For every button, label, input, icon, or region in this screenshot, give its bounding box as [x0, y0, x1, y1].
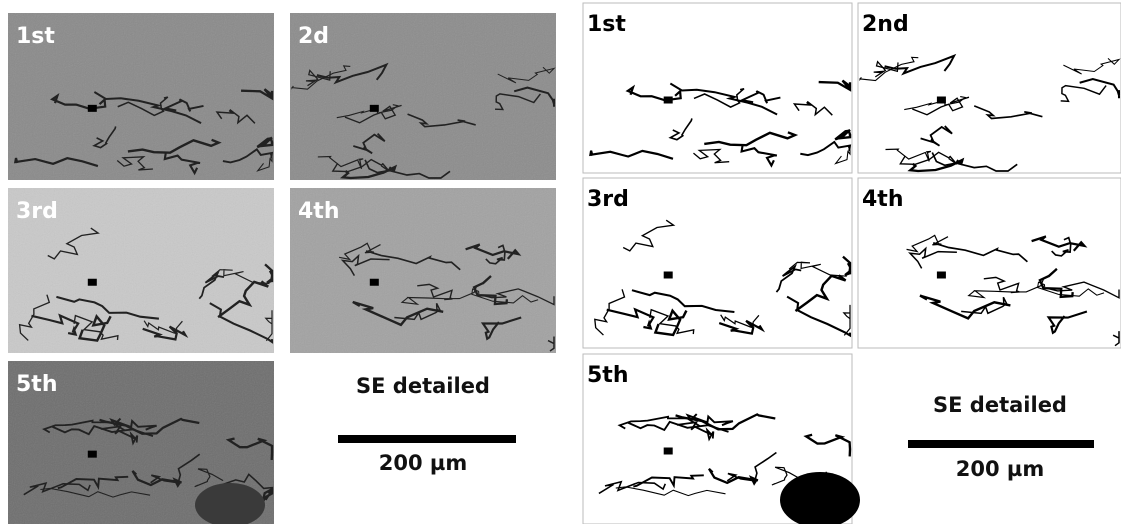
- grayscale-panels: 1st 2d 3rd 4th 5th: [8, 13, 556, 524]
- marker: [370, 279, 379, 286]
- scale-bar: [338, 435, 516, 443]
- marker: [937, 97, 946, 104]
- scale-bar: [908, 440, 1094, 448]
- figure: 1st 2d 3rd 4th 5th 1st 2nd 3rd 4th 5th SE detail…: [0, 0, 1121, 524]
- marker: [664, 97, 673, 104]
- panel-label: 2nd: [862, 12, 909, 37]
- marker: [88, 451, 97, 458]
- marker: [370, 105, 379, 112]
- marker: [664, 272, 673, 279]
- caption: SE detailed: [933, 393, 1067, 417]
- panel-label: 3rd: [587, 187, 629, 212]
- panel-label: 4th: [862, 187, 904, 212]
- panel-label: 1st: [587, 12, 626, 37]
- marker: [88, 279, 97, 286]
- marker: [664, 448, 673, 455]
- panel-label: 4th: [298, 199, 340, 224]
- panel-label: 5th: [587, 363, 629, 388]
- scale-label: 200 µm: [956, 457, 1044, 481]
- marker: [937, 272, 946, 279]
- panel-label: 3rd: [16, 199, 58, 224]
- scale-label: 200 µm: [379, 451, 467, 475]
- panel-label: 1st: [16, 24, 55, 49]
- panel-label: 2d: [298, 24, 329, 49]
- marker: [88, 105, 97, 112]
- panel-label: 5th: [16, 372, 58, 397]
- caption: SE detailed: [356, 374, 490, 398]
